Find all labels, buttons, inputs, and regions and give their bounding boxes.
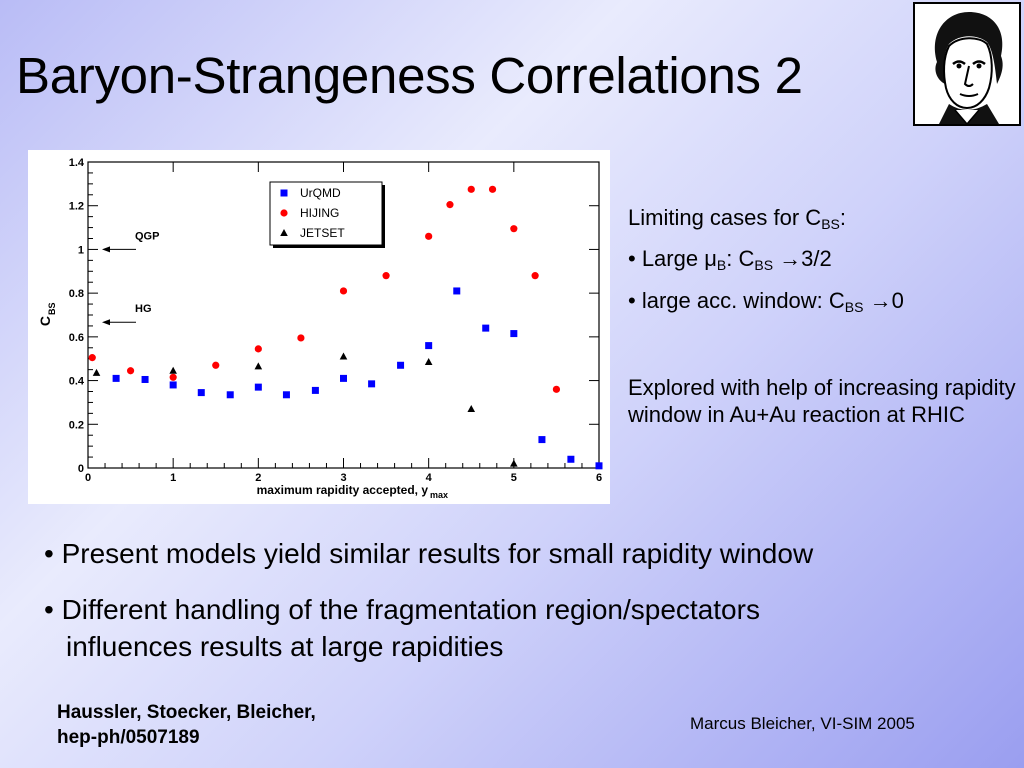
y-tick-label: 0.6 (69, 332, 84, 344)
data-point-jetset (467, 404, 476, 412)
data-point-urqmd (425, 342, 433, 350)
arrow-right-icon: → (863, 287, 892, 313)
data-point-urqmd (567, 455, 575, 463)
portrait-image (913, 2, 1021, 126)
data-point-urqmd (340, 374, 347, 382)
arrowhead-icon (102, 319, 110, 326)
goethe-portrait-icon (915, 4, 1019, 126)
bullet-item: • Present models yield similar results f… (44, 538, 814, 569)
annotation-label: QGP (135, 230, 159, 242)
limiting-cases-heading: Limiting cases for CBS: (628, 205, 846, 232)
data-point-hijing (382, 272, 390, 280)
data-point-hijing (531, 272, 539, 280)
side-notes: Limiting cases for CBS: • Large μB: CBS … (628, 204, 1018, 441)
bullet-list: • Present models yield similar results f… (44, 536, 1014, 685)
explored-note: Explored with help of increasing rapidit… (628, 375, 1016, 428)
data-point-jetset (339, 352, 348, 360)
data-point-jetset (424, 357, 433, 365)
data-point-hijing (297, 334, 305, 342)
bullet-item: • Different handling of the fragmentatio… (44, 594, 760, 662)
data-point-hijing (339, 287, 348, 295)
x-axis-label-subscript: max (430, 490, 448, 500)
legend: UrQMD HIJING JETSET (269, 181, 385, 248)
data-point-hijing (88, 354, 96, 362)
data-point-urqmd (453, 287, 461, 295)
data-point-hijing (126, 367, 135, 375)
large-mu-case: • Large μB: CBS →3/2 (628, 246, 832, 274)
data-point-urqmd (112, 374, 120, 382)
y-axis-label: C (37, 316, 53, 326)
arrow-right-icon: → (773, 246, 802, 272)
x-tick-label: 3 (340, 472, 346, 484)
chart-panel: 0 0.2 0.4 0.6 0.8 1 1.2 1.4 0 1 2 3 4 5 6 QGP HG UrQMD… (28, 150, 610, 504)
data-point-hijing (425, 232, 433, 240)
data-point-urqmd (311, 386, 319, 394)
x-tick-label: 4 (426, 472, 433, 484)
data-point-urqmd (282, 391, 290, 399)
y-tick-label: 1.2 (69, 201, 84, 213)
x-tick-label: 1 (170, 472, 176, 484)
data-point-urqmd (482, 324, 490, 332)
legend-label: JETSET (300, 226, 345, 240)
y-tick-label: 0.4 (69, 376, 85, 388)
reference-authors: Haussler, Stoecker, Bleicher, (57, 702, 316, 723)
data-point-jetset (254, 362, 263, 370)
y-tick-label: 0.8 (69, 288, 84, 300)
data-point-urqmd (368, 380, 376, 388)
large-acceptance-case: • large acc. window: CBS →0 (628, 287, 904, 315)
legend-label: UrQMD (300, 186, 341, 200)
reference-paper: hep-ph/0507189 (57, 727, 200, 749)
data-point-urqmd (510, 330, 518, 338)
data-point-hijing (552, 385, 561, 393)
annotation-label: HG (135, 303, 152, 315)
data-point-hijing (446, 201, 454, 209)
data-point-hijing (510, 225, 518, 233)
y-tick-label: 0.2 (69, 419, 84, 431)
y-tick-label: 0 (78, 463, 84, 475)
data-point-urqmd (254, 383, 262, 391)
data-point-hijing (467, 185, 475, 193)
data-point-urqmd (226, 391, 234, 399)
data-point-urqmd (169, 381, 177, 389)
x-tick-label: 5 (511, 472, 517, 484)
legend-marker-urqmd (280, 189, 288, 197)
reference: Haussler, Stoecker, Bleicher, hep-ph/050… (57, 700, 316, 751)
data-point-hijing (212, 361, 220, 369)
legend-marker-hijing (280, 209, 288, 217)
x-axis-label: maximum rapidity accepted, y (257, 483, 429, 497)
x-tick-label: 2 (255, 472, 261, 484)
data-point-jetset (92, 368, 101, 376)
data-point-hijing (488, 185, 497, 193)
data-point-jetset (169, 366, 177, 374)
legend-label: HIJING (300, 206, 339, 220)
arrowhead-icon (102, 246, 110, 253)
x-tick-label: 6 (596, 472, 602, 484)
data-point-urqmd (538, 436, 546, 444)
data-point-jetset (510, 459, 518, 467)
footer-credit: Marcus Bleicher, VI-SIM 2005 (690, 714, 915, 733)
cbs-scatter-chart: 0 0.2 0.4 0.6 0.8 1 1.2 1.4 0 1 2 3 4 5 6 QGP HG UrQMD… (37, 157, 603, 500)
data-point-urqmd (197, 389, 205, 397)
data-point-hijing (169, 373, 177, 381)
x-tick-label: 0 (85, 472, 91, 484)
y-axis-label-subscript: BS (47, 302, 57, 315)
data-point-urqmd (397, 361, 405, 369)
y-tick-label: 1.4 (69, 157, 85, 169)
data-point-hijing (254, 345, 262, 353)
data-point-urqmd (595, 462, 603, 470)
data-point-urqmd (141, 375, 149, 383)
y-tick-label: 1 (78, 244, 84, 256)
legend-marker-jetset (280, 229, 288, 236)
slide-title: Baryon-Strangeness Correlations 2 (16, 47, 803, 104)
